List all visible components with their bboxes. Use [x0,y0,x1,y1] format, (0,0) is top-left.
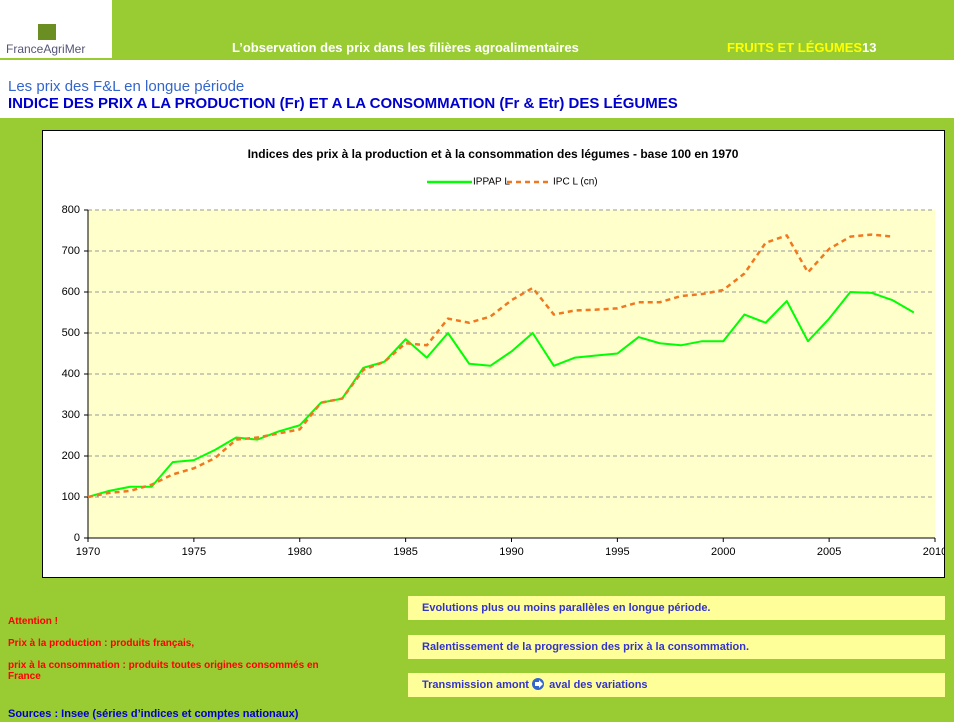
y-tick-label: 400 [62,368,80,380]
x-tick-label: 1985 [393,546,417,558]
note-line: Prix à la production : produits français… [8,638,195,649]
x-tick-label: 2000 [711,546,735,558]
logo-box: FranceAgriMer [0,0,112,58]
subtitle: Les prix des F&L en longue période [8,78,245,95]
title-band [0,60,954,118]
y-tick-label: 100 [62,491,80,503]
x-tick-label: 1975 [182,546,206,558]
data-line [87,291,915,498]
attention: Attention ! [8,616,58,627]
logo-text: FranceAgriMer [6,42,86,56]
x-tick-label: 2010 [923,546,945,558]
header-section: FRUITS ET LÉGUMES [727,40,863,55]
x-tick-label: 1990 [499,546,523,558]
x-tick-label: 1980 [288,546,312,558]
y-tick-label: 200 [62,450,80,462]
heading: INDICE DES PRIX A LA PRODUCTION (Fr) ET … [8,95,678,112]
y-tick-label: 0 [74,532,80,544]
legend-label: IPC L (cn) [553,177,598,188]
y-tick-label: 600 [62,286,80,298]
x-tick-label: 2005 [817,546,841,558]
chart-title: Indices des prix à la production et à la… [248,147,739,161]
x-tick-label: 1970 [76,546,100,558]
header [0,0,954,58]
y-tick-label: 800 [62,204,80,216]
info-box: Evolutions plus ou moins parallèles en l… [408,596,945,620]
note-line: prix à la consommation : produits toutes… [8,660,319,682]
arrow-icon [532,678,545,690]
sources: Sources : Insee (séries d’indices et com… [8,708,299,720]
legend-label: IPPAP L [473,177,510,188]
y-tick-label: 500 [62,327,80,339]
x-tick-label: 1995 [605,546,629,558]
y-tick-label: 700 [62,245,80,257]
header-title: L’observation des prix dans les filières… [232,40,579,55]
info-box: Ralentissement de la progression des pri… [408,635,945,659]
chart: Indices des prix à la production et à la… [42,130,945,578]
data-line [87,233,893,499]
header-page: 13 [862,40,877,55]
y-tick-label: 300 [62,409,80,421]
box-text: Transmission amont [422,679,529,691]
info-box: Transmission amont aval des variations [408,673,945,697]
logo-icon [38,24,56,40]
box-text: aval des variations [549,679,648,691]
